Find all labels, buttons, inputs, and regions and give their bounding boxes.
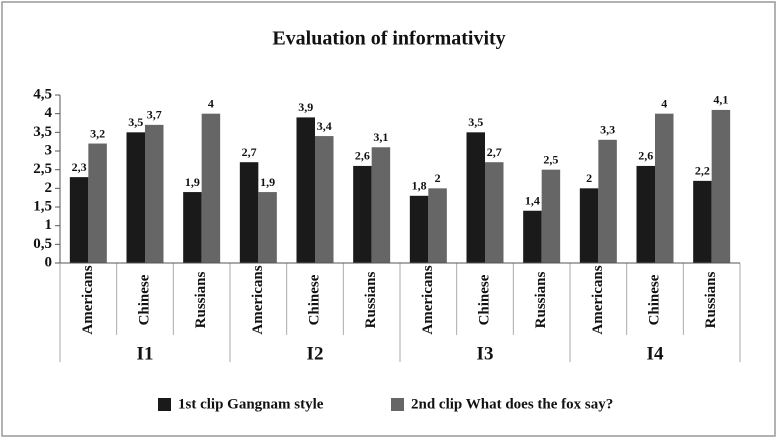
legend-swatch [391, 398, 404, 411]
x-tick-label: Americans [420, 265, 436, 334]
bar [126, 132, 145, 263]
value-label: 1,9 [185, 175, 200, 189]
bar [711, 109, 731, 263]
value-label: 3,5 [468, 115, 483, 129]
value-label: 3,3 [600, 123, 615, 137]
bar [466, 132, 485, 263]
value-label: 1,9 [260, 175, 275, 189]
group-label: I3 [477, 343, 494, 364]
value-label: 2 [586, 171, 592, 185]
x-tick-label: Chinese [136, 274, 152, 325]
value-label: 2,7 [242, 145, 257, 159]
value-label: 3,9 [298, 100, 313, 114]
bar [88, 143, 107, 263]
x-tick-label: Russians [703, 271, 719, 328]
bar [69, 177, 89, 263]
value-label: 3,7 [147, 108, 162, 122]
value-label: 3,4 [317, 119, 332, 133]
bar [145, 124, 164, 263]
y-tick-label: 4,5 [33, 86, 52, 102]
bar [598, 139, 617, 263]
value-label: 2,3 [72, 160, 87, 174]
group-label: I1 [137, 343, 154, 364]
y-tick-label: 0,5 [33, 236, 52, 252]
value-label: 2 [435, 171, 441, 185]
y-tick-label: 1,5 [33, 198, 52, 214]
value-label: 1,8 [412, 179, 427, 193]
x-tick-label: Russians [363, 271, 379, 328]
bar [315, 136, 334, 263]
bar [655, 113, 674, 264]
legend-label: 2nd clip What does the fox say? [411, 396, 613, 412]
x-tick-label: Russians [533, 271, 549, 328]
group-label: I4 [647, 343, 664, 364]
bar [428, 188, 447, 263]
y-tick-label: 3,5 [33, 124, 52, 140]
y-tick-label: 1 [45, 217, 53, 233]
y-tick-label: 4 [45, 105, 53, 121]
value-label: 2,5 [543, 152, 558, 166]
x-tick-label: Americans [80, 265, 96, 334]
bar [183, 192, 202, 263]
bar [693, 180, 712, 263]
bar [258, 192, 277, 263]
value-label: 2,7 [487, 145, 502, 159]
bar [371, 147, 391, 263]
legend-label: 1st clip Gangnam style [178, 396, 324, 412]
x-tick-label: Russians [193, 271, 209, 328]
bar [239, 162, 259, 263]
legend-swatch [158, 398, 171, 411]
x-tick-label: Americans [250, 265, 266, 334]
chart-title: Evaluation of informativity [272, 28, 505, 50]
bar [579, 188, 599, 263]
y-tick-label: 0 [45, 254, 53, 270]
bar [296, 117, 315, 264]
y-tick-label: 2 [45, 180, 53, 196]
bar [353, 165, 372, 263]
y-tick-label: 3 [45, 142, 53, 158]
value-label: 2,6 [355, 149, 370, 163]
value-label: 3,1 [373, 130, 388, 144]
value-label: 4,1 [713, 93, 728, 107]
value-label: 3,5 [128, 115, 143, 129]
bar [201, 113, 221, 264]
bar [485, 162, 504, 263]
x-tick-label: Chinese [646, 274, 662, 325]
y-tick-label: 2,5 [33, 161, 52, 177]
x-tick-label: Americans [590, 265, 606, 334]
value-label: 4 [661, 96, 667, 110]
bar [409, 195, 429, 263]
value-label: 2,2 [695, 164, 710, 178]
group-label: I2 [307, 343, 324, 364]
value-label: 4 [208, 96, 214, 110]
bar [541, 169, 561, 263]
value-label: 1,4 [525, 193, 540, 207]
value-label: 3,2 [90, 126, 105, 140]
bar [636, 165, 655, 263]
bar [523, 210, 542, 263]
value-label: 2,6 [638, 149, 653, 163]
x-tick-label: Chinese [476, 274, 492, 325]
x-tick-label: Chinese [306, 274, 322, 325]
